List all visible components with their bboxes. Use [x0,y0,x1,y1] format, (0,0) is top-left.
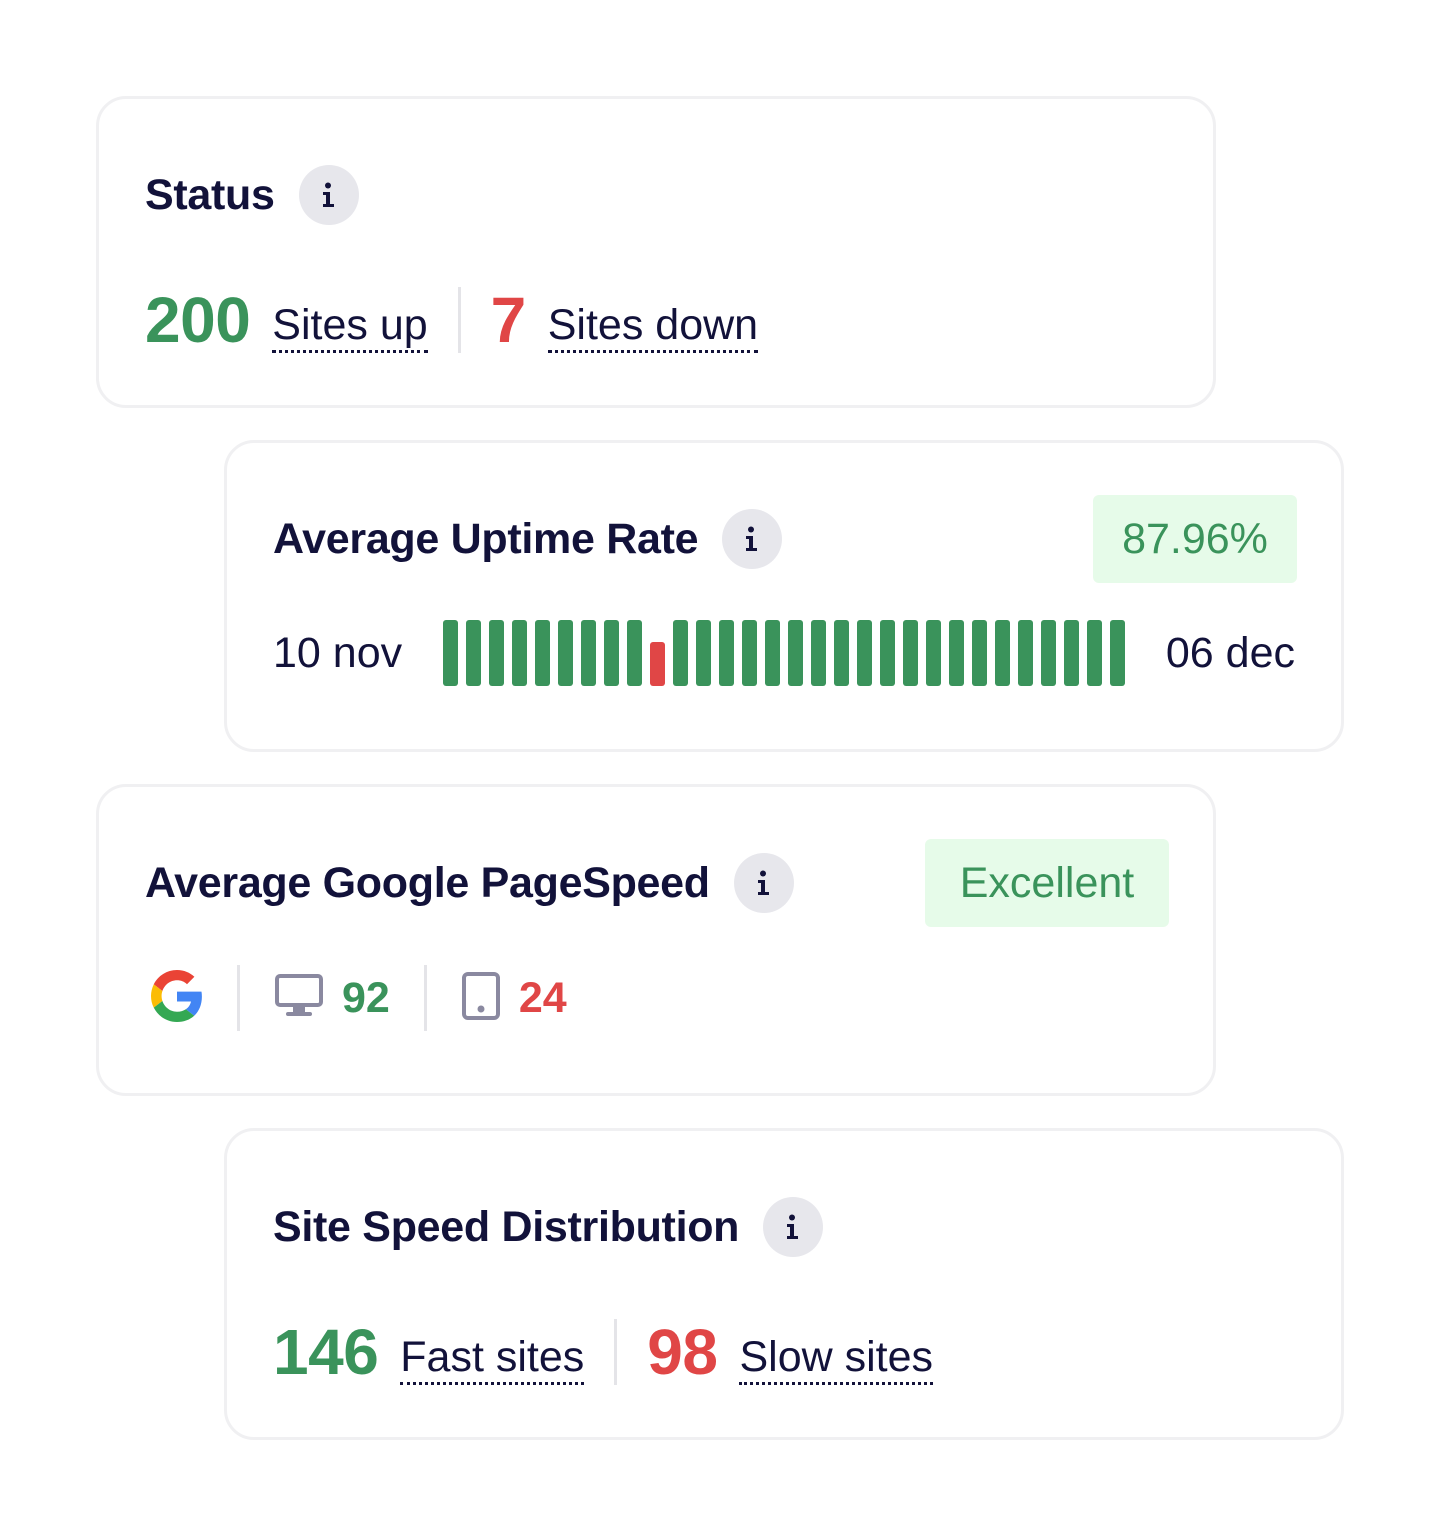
uptime-day-bar-up[interactable] [903,620,918,686]
info-icon[interactable] [298,165,359,225]
uptime-day-bar-down[interactable] [650,642,665,686]
sites-up-count: 200 [145,284,251,356]
uptime-rate-badge: 87.96% [1093,495,1297,583]
info-icon[interactable] [733,853,794,913]
uptime-day-bar-up[interactable] [811,620,826,686]
mobile-icon [461,971,501,1025]
uptime-day-bar-up[interactable] [949,620,964,686]
uptime-day-bar-up[interactable] [1064,620,1079,686]
info-icon[interactable] [722,509,783,569]
divider [457,287,461,353]
google-icon [151,969,203,1027]
distribution-title-row: Site Speed Distribution [273,1197,824,1257]
distribution-card: Site Speed Distribution 146 Fast sites 9… [224,1128,1344,1440]
divider [423,965,427,1031]
mobile-score: 24 [518,973,567,1022]
divider [614,1319,618,1385]
distribution-stats: 146 Fast sites 98 Slow sites [273,1315,934,1389]
sites-down-count: 7 [490,284,527,356]
uptime-title: Average Uptime Rate [273,514,699,563]
slow-sites-count: 98 [647,1316,718,1388]
status-title: Status [145,170,275,219]
uptime-title-row: Average Uptime Rate [273,509,783,569]
status-card: Status 200 Sites up 7 Sites down [96,96,1216,408]
pagespeed-title-row: Average Google PageSpeed [145,853,794,913]
uptime-day-bar-up[interactable] [742,620,757,686]
uptime-day-bar-up[interactable] [1110,620,1125,686]
slow-sites-link[interactable]: Slow sites [739,1334,934,1385]
uptime-day-bar-up[interactable] [535,620,550,686]
pagespeed-rating-badge: Excellent [925,839,1169,927]
uptime-day-bar-up[interactable] [466,620,481,686]
uptime-day-bar-up[interactable] [489,620,504,686]
uptime-day-bar-up[interactable] [857,620,872,686]
pagespeed-scores: 92 24 [151,965,567,1031]
uptime-history: 10 nov 06 dec [273,619,1295,687]
uptime-day-bar-up[interactable] [972,620,987,686]
desktop-score: 92 [342,973,390,1022]
uptime-day-bar-up[interactable] [788,620,803,686]
uptime-day-bar-up[interactable] [581,620,596,686]
pagespeed-title: Average Google PageSpeed [145,858,710,907]
desktop-icon [274,973,324,1024]
uptime-day-bar-up[interactable] [696,620,711,686]
uptime-day-bar-up[interactable] [512,620,527,686]
info-icon[interactable] [763,1197,824,1257]
uptime-day-bar-up[interactable] [765,620,780,686]
uptime-day-bar-up[interactable] [1041,620,1056,686]
pagespeed-card: Average Google PageSpeed Excellent [96,784,1216,1096]
status-title-row: Status [145,165,359,225]
start-date: 10 nov [273,628,403,677]
fast-sites-count: 146 [273,1316,379,1388]
sites-up-link[interactable]: Sites up [272,302,428,353]
end-date: 06 dec [1165,628,1295,677]
uptime-day-bar-up[interactable] [1018,620,1033,686]
uptime-day-bar-up[interactable] [995,620,1010,686]
uptime-day-bar-up[interactable] [719,620,734,686]
uptime-day-bar-up[interactable] [926,620,941,686]
uptime-day-bar-up[interactable] [627,620,642,686]
uptime-day-bar-up[interactable] [443,620,458,686]
uptime-day-bar-up[interactable] [834,620,849,686]
distribution-title: Site Speed Distribution [273,1202,740,1251]
uptime-day-bar-up[interactable] [604,620,619,686]
sites-down-link[interactable]: Sites down [547,302,759,353]
uptime-day-bar-up[interactable] [673,620,688,686]
divider [237,965,240,1031]
uptime-card: Average Uptime Rate 87.96% 10 nov 06 dec [224,440,1344,752]
fast-sites-link[interactable]: Fast sites [400,1334,585,1385]
uptime-day-bar-up[interactable] [880,620,895,686]
uptime-bars [443,620,1125,686]
uptime-day-bar-up[interactable] [558,620,573,686]
status-stats: 200 Sites up 7 Sites down [145,283,759,357]
uptime-day-bar-up[interactable] [1087,620,1102,686]
